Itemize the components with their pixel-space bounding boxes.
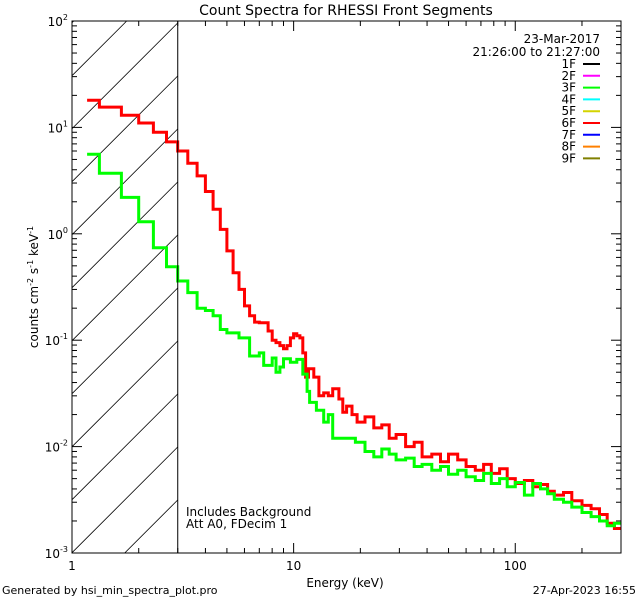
footer-generated-by: Generated by hsi_min_spectra_plot.pro xyxy=(2,584,218,597)
series-6F xyxy=(87,98,621,530)
y-label-mid1: s xyxy=(27,268,41,278)
y-axis-label: counts cm-2 s-1 keV-1 xyxy=(26,226,41,348)
y-label-exp1: -2 xyxy=(26,278,35,286)
hatch-line xyxy=(71,340,178,447)
y-label-base: counts cm xyxy=(27,286,41,348)
y-tick-label: 100 xyxy=(48,226,68,242)
y-tick-base: 10 xyxy=(48,121,63,135)
y-tick-exponent: -3 xyxy=(60,545,68,554)
chart-title: Count Spectra for RHESSI Front Segments xyxy=(199,3,493,19)
y-tick-base: 10 xyxy=(45,547,60,561)
plot-frame xyxy=(71,20,622,554)
hatch-line xyxy=(71,234,178,341)
x-axis-label: Energy (keV) xyxy=(306,576,383,590)
annotation-background: Includes Background xyxy=(186,505,311,519)
legend-label-1F: 1F xyxy=(561,57,576,71)
annotation-attenuator: Att A0, FDecim 1 xyxy=(186,517,287,531)
y-label-exp2: -1 xyxy=(26,260,35,268)
hatch-line xyxy=(71,446,178,553)
legend-label-9F: 9F xyxy=(561,151,576,165)
y-tick-exponent: 1 xyxy=(63,119,68,128)
hatch-line xyxy=(124,499,178,554)
y-tick-exponent: 0 xyxy=(63,226,68,235)
y-tick-label: 10-3 xyxy=(45,545,68,561)
legend-label-6F: 6F xyxy=(561,116,576,130)
y-tick-base: 10 xyxy=(48,15,63,29)
hatch-line xyxy=(71,20,127,76)
y-tick-label: 10-1 xyxy=(45,332,68,348)
y-label-mid2: keV xyxy=(27,233,41,260)
legend-label-5F: 5F xyxy=(561,104,576,118)
hatch-line xyxy=(71,393,178,500)
legend-label-4F: 4F xyxy=(561,92,576,106)
series-3F xyxy=(87,152,621,528)
x-tick-label: 1 xyxy=(68,559,76,573)
y-tick-base: 10 xyxy=(45,334,60,348)
hatch-line xyxy=(71,287,178,394)
hatch-line xyxy=(71,22,178,129)
legend-label-8F: 8F xyxy=(561,140,576,154)
y-tick-label: 10-2 xyxy=(45,439,68,455)
excluded-energy-hatch xyxy=(71,20,178,554)
legend-label-3F: 3F xyxy=(561,81,576,95)
legend-time-range: 21:26:00 to 21:27:00 xyxy=(473,45,600,59)
y-tick-label: 102 xyxy=(48,13,68,29)
y-label-exp3: -1 xyxy=(26,226,35,234)
x-tick-label: 100 xyxy=(504,559,527,573)
hatch-line xyxy=(71,181,178,288)
y-tick-exponent: 2 xyxy=(63,13,68,22)
legend-date: 23-Mar-2017 xyxy=(524,32,600,46)
hatch-line xyxy=(71,75,178,182)
y-tick-label: 101 xyxy=(48,119,68,135)
x-tick-label: 10 xyxy=(286,559,301,573)
legend-label-2F: 2F xyxy=(561,69,576,83)
y-tick-exponent: -2 xyxy=(60,439,68,448)
legend-label-7F: 7F xyxy=(561,128,576,142)
y-tick-exponent: -1 xyxy=(60,332,68,341)
y-tick-base: 10 xyxy=(45,441,60,455)
hatch-line xyxy=(71,128,178,235)
y-tick-base: 10 xyxy=(48,228,63,242)
footer-timestamp: 27-Apr-2023 16:55 xyxy=(533,584,636,597)
